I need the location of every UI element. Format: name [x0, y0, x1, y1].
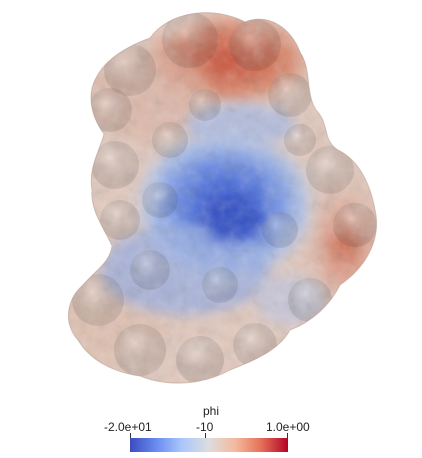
colorbar-tick — [205, 433, 206, 439]
render-viewport[interactable] — [0, 0, 422, 400]
colorbar-title: phi — [202, 404, 219, 418]
colorbar-tick — [130, 433, 131, 439]
colorbar-mid-label: -10 — [196, 420, 214, 434]
colorbar-ticks — [130, 433, 288, 439]
colorbar: phi -2.0e+01 -10 1.0e+00 — [0, 400, 422, 458]
colorbar-gradient — [130, 438, 288, 452]
molecular-surface — [67, 12, 378, 384]
colorbar-tick — [287, 433, 288, 439]
colorbar-min-label: -2.0e+01 — [104, 420, 152, 434]
surface-body — [67, 12, 378, 384]
colorbar-max-label: 1.0e+00 — [266, 420, 310, 434]
